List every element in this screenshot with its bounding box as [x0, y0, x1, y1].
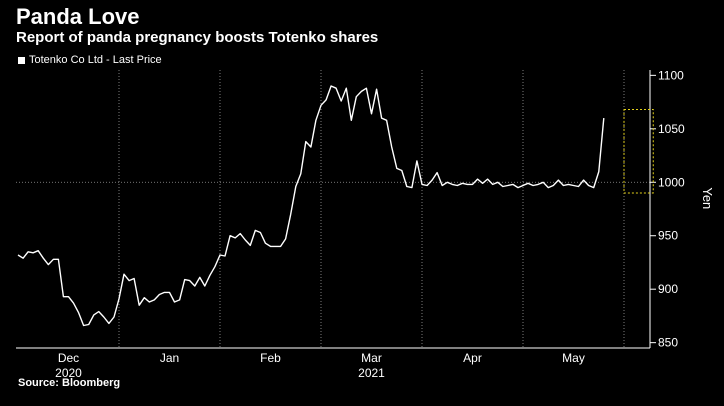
y-tick-label: 850	[658, 336, 678, 350]
price-series-line	[17, 85, 605, 327]
x-tick-label: Apr	[463, 351, 482, 365]
year-label: 2020	[55, 366, 82, 380]
x-tick-label: Feb	[260, 351, 281, 365]
y-axis-label: Yen	[700, 187, 715, 209]
x-tick-label: Jan	[160, 351, 179, 365]
year-label: 2021	[358, 366, 385, 380]
x-tick-label: May	[562, 351, 585, 365]
y-tick-label: 1100	[658, 68, 684, 82]
chart-subtitle: Report of panda pregnancy boosts Totenko…	[16, 29, 379, 46]
source-note: Source: Bloomberg	[18, 377, 121, 389]
y-tick-label: 900	[658, 282, 678, 296]
axis-layer	[16, 70, 656, 349]
highlight-box	[623, 109, 654, 194]
x-tick-label: Mar	[361, 351, 382, 365]
legend-swatch	[18, 56, 25, 64]
legend-label: Totenko Co Ltd - Last Price	[29, 54, 162, 66]
y-tick-label: 1000	[658, 175, 685, 189]
y-tick-label: 950	[658, 229, 678, 243]
chart-title: Panda Love	[16, 4, 140, 29]
x-tick-label: Dec	[58, 351, 79, 365]
line-layer	[17, 85, 654, 327]
y-tick-label: 1050	[658, 122, 685, 136]
legend: Totenko Co Ltd - Last Price	[18, 54, 162, 66]
label-layer: 850 900 950 1000 1050 1100 Yen Dec Jan Feb Mar Apr M…	[55, 68, 715, 380]
grid-layer	[16, 70, 650, 348]
